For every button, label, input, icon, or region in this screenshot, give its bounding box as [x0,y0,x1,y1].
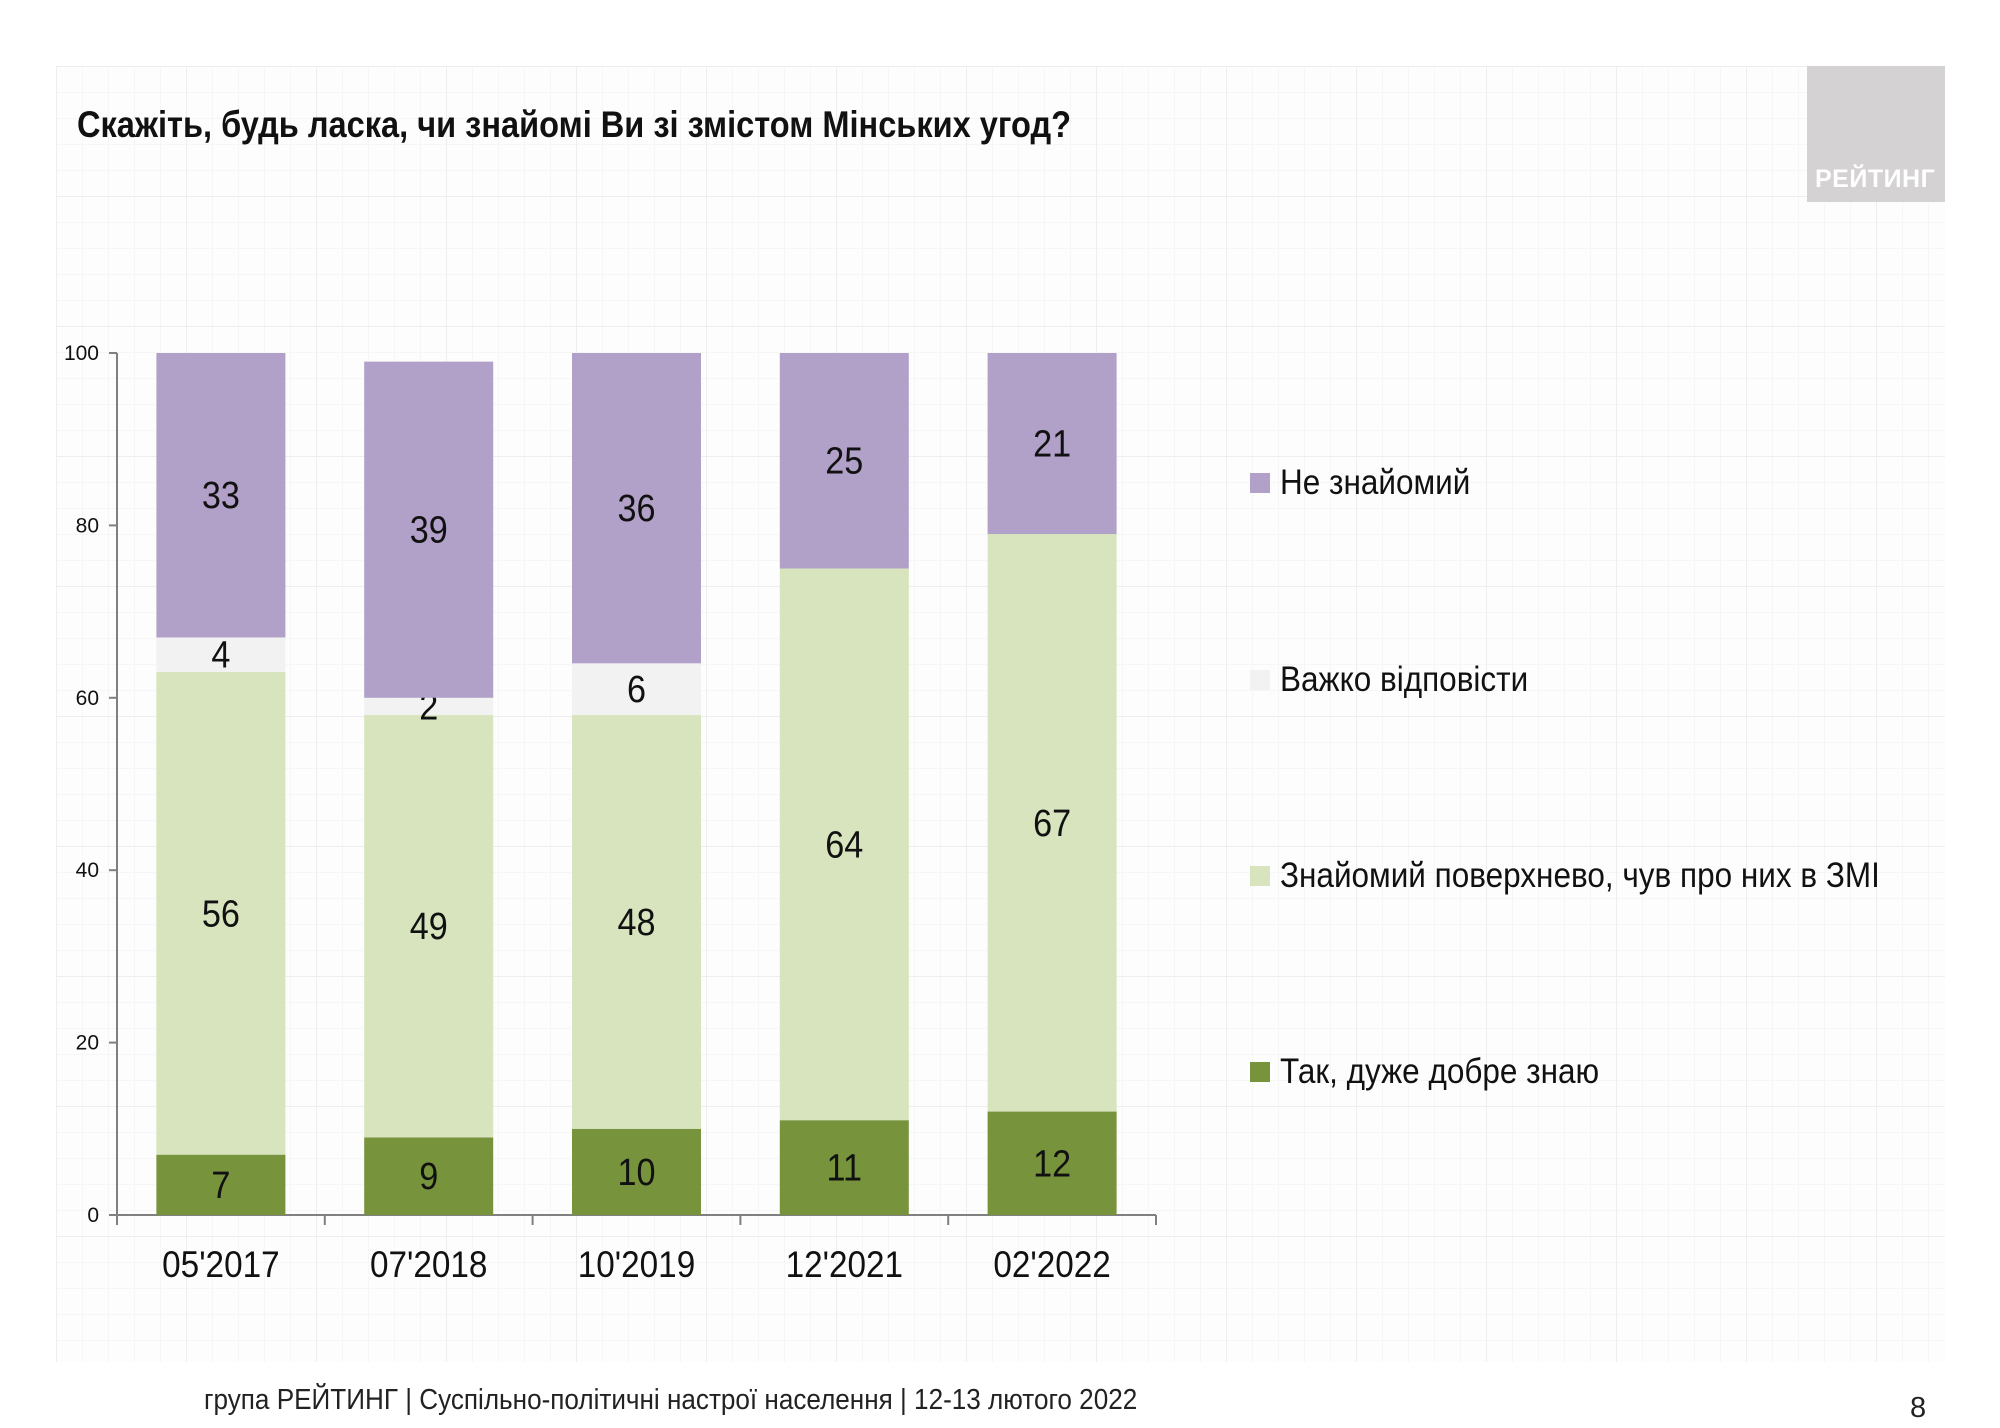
y-tick-label: 40 [76,859,99,882]
bar-segment [364,361,494,698]
data-label: 9 [419,1155,438,1198]
data-label: 25 [825,439,863,482]
bar-segment [364,1137,494,1215]
y-tick-label: 20 [76,1032,99,1055]
bar-segment [364,697,494,716]
data-label: 67 [1033,801,1071,844]
legend-swatch [1250,1062,1270,1082]
x-category-label: 12'2021 [786,1244,903,1285]
bar-segment [572,353,701,664]
data-label: 4 [211,633,230,676]
x-category-label: 10'2019 [578,1244,695,1285]
legend-label: Не знайомий [1280,463,1471,502]
data-label: 39 [410,508,448,551]
footer: група РЕЙТИНГ | Суспільно-політичні наст… [204,1384,1138,1416]
data-label: 6 [627,667,646,710]
data-label: 12 [1033,1142,1071,1185]
legend-swatch [1250,473,1270,493]
data-label: 33 [202,474,240,517]
data-label: 36 [617,486,655,529]
legend-label: Так, дуже добре знаю [1280,1052,1600,1091]
legend-item: Так, дуже добре знаю [1250,1052,1635,1092]
y-tick-label: 80 [76,514,99,537]
x-category-label: 02'2022 [993,1244,1110,1285]
data-label: 49 [410,905,448,948]
bar-segment [156,1154,286,1215]
bar-segment [779,1120,909,1215]
bar-segment [987,1111,1117,1215]
data-label: 56 [202,892,240,935]
legend-item: Не знайомий [1250,463,1492,503]
bar-segment [156,637,286,672]
x-category-label: 07'2018 [370,1244,487,1285]
logo-text: РЕЙТИНГ [1815,165,1936,193]
data-label: 64 [825,823,863,866]
bar-segment [987,534,1117,1112]
chart-title: Скажіть, будь ласка, чи знайомі Ви зі зм… [77,104,1072,145]
data-label: 7 [211,1163,230,1206]
bar-segment [779,568,909,1121]
data-label: 21 [1033,422,1071,465]
bar-segment [156,353,286,638]
bar-segment [572,663,701,716]
bar-segment [364,715,494,1138]
bar-segment [572,715,701,1129]
bar-segment [779,353,909,569]
rating-logo: РЕЙТИНГ [1807,66,1945,202]
legend-label: Важко відповісти [1280,660,1529,699]
legend-label: Знайомий поверхнево, чув про них в ЗМІ [1280,856,1880,895]
bar-segment [572,1128,701,1215]
page-number: 8 [1910,1392,1927,1424]
legend-item: Знайомий поверхнево, чув про них в ЗМІ [1250,856,1947,896]
data-label: 10 [617,1150,655,1193]
y-tick-label: 0 [87,1204,99,1227]
bar-segment [156,671,286,1155]
y-tick-label: 60 [76,687,99,710]
legend-swatch [1250,670,1270,690]
x-category-label: 05'2017 [162,1244,279,1285]
legend-item: Важко відповісти [1250,660,1556,700]
y-tick-label: 100 [64,342,99,365]
data-label: 48 [617,900,655,943]
bar-segment [987,353,1117,535]
legend-swatch [1250,866,1270,886]
data-label: 11 [827,1146,862,1189]
